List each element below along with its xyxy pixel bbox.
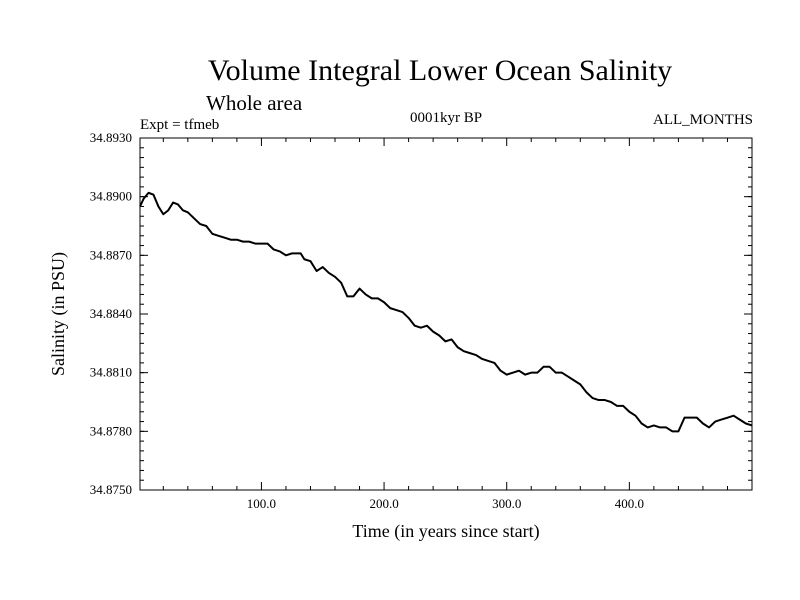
y-tick-labels: 34.8750 34.8780 34.8810 34.8840 34.8870 34.89… [90,130,132,497]
experiment-label: Expt = tfmeb [140,117,219,133]
y-axis-label: Salinity (in PSU) [48,252,69,376]
chart-title: Volume Integral Lower Ocean Salinity [208,54,672,87]
x-axis-label: Time (in years since start) [352,521,539,542]
y-tick-label: 34.8780 [90,423,132,438]
y-tick-label: 34.8810 [90,365,132,380]
y-tick-label: 34.8750 [90,482,132,497]
x-tick-labels: 100.0 200.0 300.0 400.0 [247,496,644,511]
x-tick-label: 100.0 [247,496,276,511]
plot-frame [139,137,753,491]
chart-subtitle: Whole area [206,91,303,115]
months-label: ALL_MONTHS [653,112,753,128]
y-tick-label: 34.8900 [90,189,132,204]
y-tick-label: 34.8840 [90,306,132,321]
axis-ticks [140,137,752,491]
x-tick-label: 400.0 [615,496,644,511]
x-tick-label: 200.0 [369,496,398,511]
x-tick-label: 300.0 [492,496,521,511]
y-tick-label: 34.8930 [90,130,132,145]
salinity-series-line [139,191,753,433]
period-label: 0001kyr BP [410,110,482,126]
y-tick-label: 34.8870 [90,247,132,262]
